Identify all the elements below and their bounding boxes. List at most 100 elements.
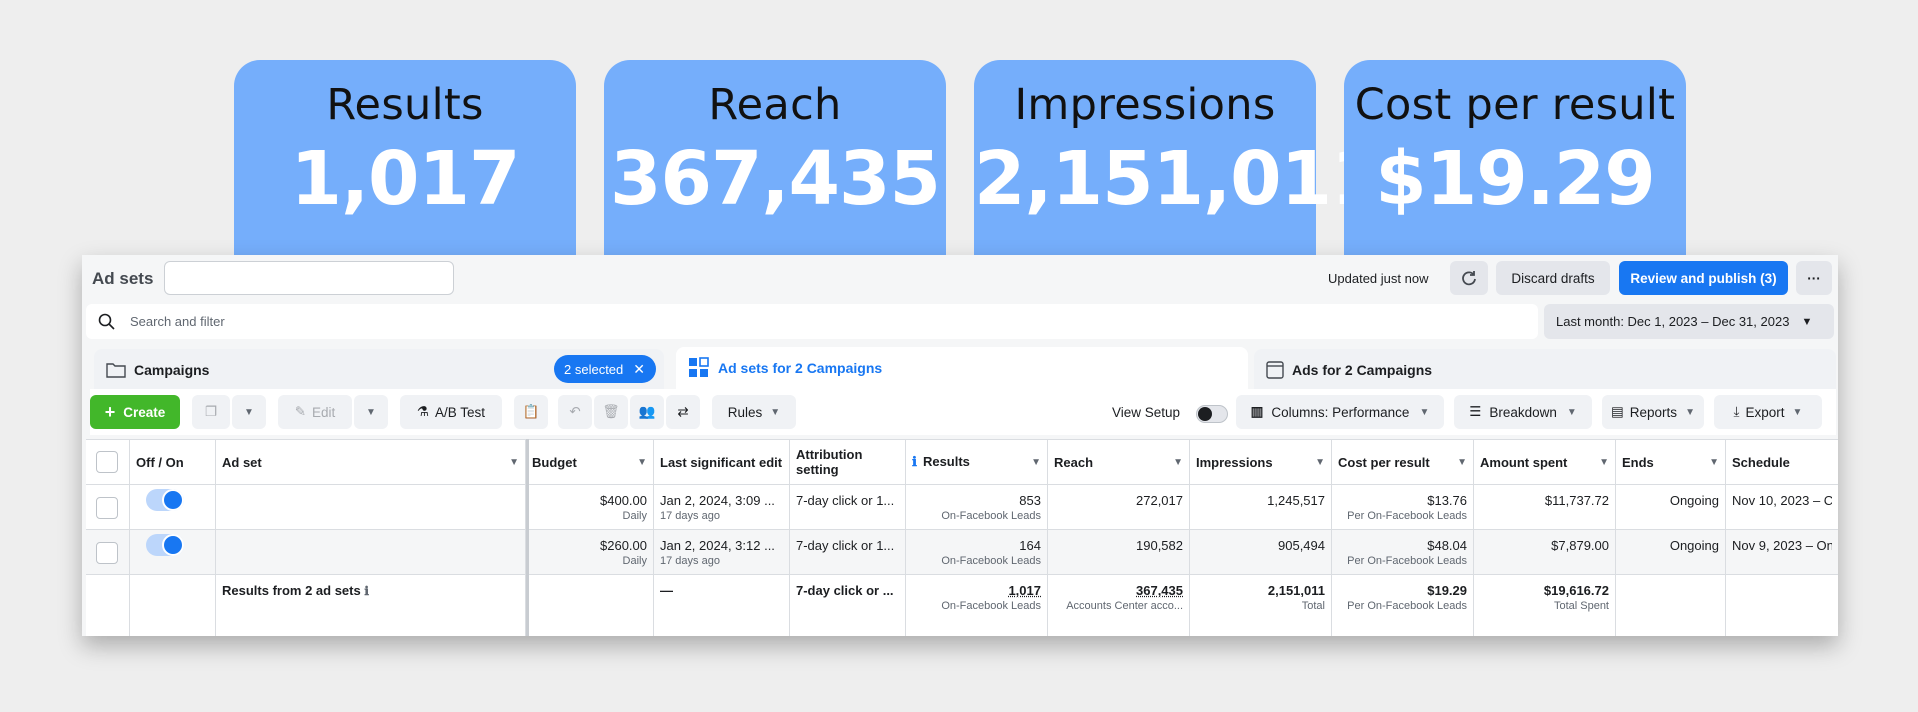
- reports-button[interactable]: ▤ Reports ▼: [1602, 395, 1704, 429]
- totals-spent: $19,616.72: [1543, 583, 1609, 598]
- select-all-checkbox[interactable]: [96, 451, 118, 473]
- col-header-ends[interactable]: Ends ▼: [1616, 440, 1726, 484]
- row-select-cell: [86, 530, 130, 574]
- create-button[interactable]: + Create: [90, 395, 180, 429]
- ad-set-toggle[interactable]: [146, 489, 184, 511]
- sort-icon[interactable]: ▼: [509, 456, 519, 468]
- info-icon[interactable]: ℹ: [364, 584, 369, 598]
- col-header-attribution[interactable]: Attribution setting: [790, 440, 906, 484]
- breakdown-button[interactable]: ☰ Breakdown ▼: [1454, 395, 1592, 429]
- undo-icon: ↶: [569, 404, 581, 419]
- selected-filter-pill[interactable]: 2 selected ✕: [554, 355, 656, 383]
- ab-test-button[interactable]: ⚗ A/B Test: [400, 395, 502, 429]
- attribution-value: 7-day click or 1...: [796, 538, 895, 553]
- attribution-value: 7-day click or 1...: [796, 493, 895, 508]
- review-and-publish-button[interactable]: Review and publish (3): [1619, 261, 1788, 295]
- reports-icon: ▤: [1611, 404, 1624, 419]
- attribution-cell: 7-day click or 1...: [790, 485, 906, 529]
- sort-icon[interactable]: ▼: [1315, 456, 1325, 468]
- more-options-button[interactable]: ···: [1796, 261, 1832, 295]
- sort-icon[interactable]: ▼: [637, 456, 647, 468]
- sort-icon[interactable]: ▼: [1709, 456, 1719, 468]
- kpi-value: $19.29: [1375, 136, 1656, 222]
- impressions-value: 1,245,517: [1267, 493, 1325, 508]
- col-header-cost-per-result[interactable]: Cost per result ▼: [1332, 440, 1474, 484]
- row-checkbox[interactable]: [96, 542, 118, 564]
- row-checkbox[interactable]: [96, 497, 118, 519]
- view-setup-toggle[interactable]: [1196, 405, 1228, 423]
- toggle-knob: [162, 534, 184, 556]
- folder-icon: [106, 363, 126, 378]
- col-header-impressions-label: Impressions: [1196, 454, 1273, 470]
- col-header-last-edit[interactable]: Last significant edit: [654, 440, 790, 484]
- selected-count: 2 selected: [564, 361, 624, 377]
- edit-label: Edit: [312, 404, 336, 420]
- results-cell: 164 On-Facebook Leads: [906, 530, 1048, 574]
- col-header-budget[interactable]: Budget ▼: [526, 440, 654, 484]
- totals-impressions: 2,151,011: [1267, 583, 1325, 598]
- kpi-title: Cost per result: [1354, 80, 1676, 130]
- ads-manager-panel: Ad sets Updated just now Discard drafts …: [82, 255, 1838, 636]
- ad-set-name-input[interactable]: [164, 261, 454, 295]
- action-toolbar: + Create ❐ ▼ ✎ Edit ▼ ⚗ A/B Test 📋 ↶ 🗑: [90, 389, 1836, 435]
- totals-last-edit-cell: —: [654, 575, 790, 636]
- cpr-value: $13.76: [1427, 493, 1467, 508]
- date-range-picker[interactable]: Last month: Dec 1, 2023 – Dec 31, 2023 ▼: [1544, 304, 1834, 339]
- row-toggle-cell: [130, 485, 216, 529]
- columns-label: Columns: Performance: [1271, 404, 1410, 420]
- preview-button[interactable]: ⇄: [666, 395, 700, 429]
- duplicate-button[interactable]: ❐: [192, 395, 230, 429]
- table-row[interactable]: $400.00 Daily Jan 2, 2024, 3:09 ... 17 d…: [86, 485, 1838, 530]
- discard-drafts-button[interactable]: Discard drafts: [1496, 261, 1610, 295]
- col-header-results[interactable]: ℹ Results ▼: [906, 440, 1048, 484]
- audience-button[interactable]: 👥: [630, 395, 664, 429]
- row-select-cell: [86, 485, 130, 529]
- search-input[interactable]: Search and filter: [130, 314, 225, 329]
- sort-icon[interactable]: ▼: [1457, 456, 1467, 468]
- duplicate-menu-button[interactable]: ▼: [232, 395, 266, 429]
- close-icon[interactable]: ✕: [633, 360, 645, 377]
- schedule-cell: Nov 9, 2023 – On: [1726, 530, 1838, 574]
- totals-empty-cell: [130, 575, 216, 636]
- flask-icon: ⚗: [416, 404, 430, 419]
- col-header-impressions[interactable]: Impressions ▼: [1190, 440, 1332, 484]
- frozen-column-divider[interactable]: [526, 439, 529, 636]
- ad-set-name-cell[interactable]: [216, 530, 526, 574]
- impressions-value: 905,494: [1278, 538, 1325, 553]
- rules-button[interactable]: Rules ▼: [712, 395, 796, 429]
- kpi-title: Impressions: [1014, 80, 1276, 130]
- row-toggle-cell: [130, 530, 216, 574]
- ad-set-toggle[interactable]: [146, 534, 184, 556]
- columns-button[interactable]: ▥ Columns: Performance ▼: [1236, 395, 1444, 429]
- col-header-off-on[interactable]: Off / On: [130, 440, 216, 484]
- col-header-ad-set[interactable]: Ad set ▼: [216, 440, 526, 484]
- export-button[interactable]: ⤓ Export ▼: [1714, 395, 1822, 429]
- refresh-button[interactable]: [1450, 261, 1488, 295]
- undo-button[interactable]: ↶: [558, 395, 592, 429]
- search-filter-bar[interactable]: Search and filter: [86, 304, 1538, 339]
- sort-icon[interactable]: ▼: [1031, 456, 1041, 468]
- edit-menu-button[interactable]: ▼: [354, 395, 388, 429]
- totals-cpr: $19.29: [1427, 583, 1467, 598]
- duplicate-icon: ❐: [204, 404, 218, 419]
- refresh-icon: [1462, 271, 1476, 286]
- totals-label-wrap: Results from 2 ad sets ℹ: [222, 583, 519, 599]
- col-header-reach[interactable]: Reach ▼: [1048, 440, 1190, 484]
- ends-value: Ongoing: [1669, 538, 1719, 553]
- sort-icon[interactable]: ▼: [1173, 456, 1183, 468]
- ad-set-name-cell[interactable]: [216, 485, 526, 529]
- col-header-amount-spent[interactable]: Amount spent ▼: [1474, 440, 1616, 484]
- tab-ad-sets[interactable]: Ad sets for 2 Campaigns: [676, 347, 1248, 389]
- top-bar: Ad sets Updated just now Discard drafts …: [82, 255, 1838, 301]
- sort-icon[interactable]: ▼: [1599, 456, 1609, 468]
- tab-ads[interactable]: Ads for 2 Campaigns: [1254, 349, 1836, 391]
- col-header-schedule[interactable]: Schedule: [1732, 454, 1790, 470]
- paste-button[interactable]: 📋: [514, 395, 548, 429]
- delete-button[interactable]: 🗑: [594, 395, 628, 429]
- edit-button[interactable]: ✎ Edit: [278, 395, 352, 429]
- toggle-knob: [1198, 407, 1212, 421]
- breakdown-label: Breakdown: [1489, 404, 1557, 420]
- budget-value: $260.00: [600, 538, 647, 553]
- kpi-cards: Results 1,017 Reach 367,435 Impressions …: [234, 60, 1686, 256]
- table-row[interactable]: $260.00 Daily Jan 2, 2024, 3:12 ... 17 d…: [86, 530, 1838, 575]
